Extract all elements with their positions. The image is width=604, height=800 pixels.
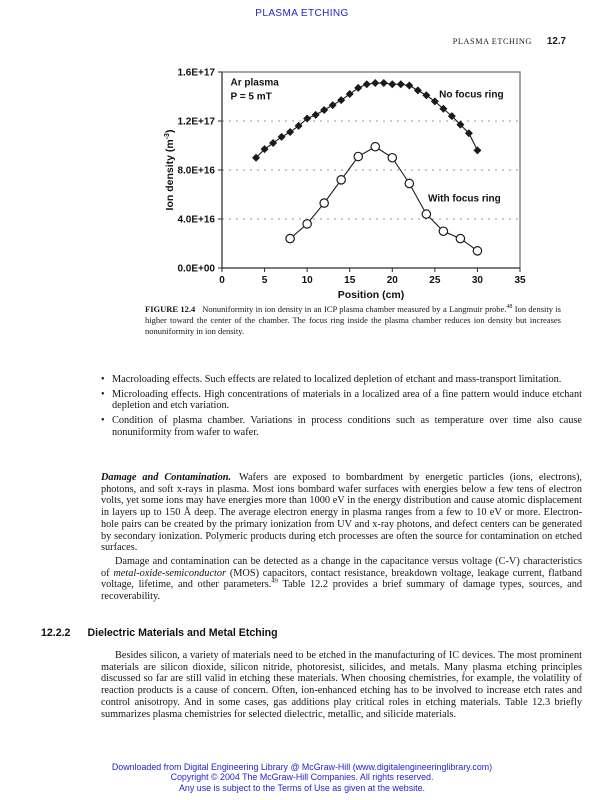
- svg-text:0.0E+00: 0.0E+00: [177, 264, 215, 275]
- section-title: Dielectric Materials and Metal Etching: [87, 627, 278, 639]
- svg-text:Position (cm): Position (cm): [338, 289, 405, 301]
- running-header-title: PLASMA ETCHING: [452, 37, 532, 46]
- list-item: • Macroloading effects. Such effects are…: [101, 374, 582, 386]
- list-item: • Microloading effects. High concentrati…: [101, 389, 582, 412]
- svg-text:With focus ring: With focus ring: [428, 194, 501, 205]
- svg-text:No focus ring: No focus ring: [439, 90, 503, 101]
- figure-caption: FIGURE 12.4 Nonuniformity in ion density …: [145, 304, 561, 338]
- bullet-list: • Macroloading effects. Such effects are…: [101, 374, 582, 442]
- paragraph-text: Damage and contamination can be detected…: [101, 556, 582, 579]
- footer-line-1: Downloaded from Digital Engineering Libr…: [111, 762, 493, 772]
- figure-caption-reference: 48: [506, 304, 513, 311]
- list-item: • Condition of plasma chamber. Variation…: [101, 415, 582, 438]
- figure-caption-label: FIGURE 12.4: [145, 304, 196, 314]
- svg-text:1.2E+17: 1.2E+17: [177, 117, 215, 128]
- bullet-text: Macroloading effects. Such effects are r…: [112, 374, 562, 385]
- svg-text:10: 10: [302, 275, 314, 286]
- svg-text:30: 30: [472, 275, 484, 286]
- svg-text:P = 5 mT: P = 5 mT: [231, 91, 272, 102]
- svg-text:15: 15: [344, 275, 356, 286]
- svg-text:1.6E+17: 1.6E+17: [177, 68, 215, 79]
- running-header: PLASMA ETCHING 12.7: [453, 36, 566, 47]
- paragraph-text: Table 12.2 provides a brief summary of d…: [101, 579, 582, 603]
- bullet-icon: •: [101, 374, 105, 385]
- ion-density-chart: 0 5 10 15 20 25 30 35 0.0E+00 4.0E+16 8.0E+16 1.2E+…: [164, 68, 526, 302]
- figure-caption-text-2: Ion density is higher toward the center …: [145, 304, 561, 337]
- reference-superscript: 49: [271, 577, 278, 585]
- bullet-text: Microloading effects. High concentration…: [112, 388, 582, 412]
- paragraph-text: (MOS) capacitors, contact resistance, br…: [101, 567, 583, 591]
- svg-text:35: 35: [514, 275, 526, 286]
- bullet-text: Condition of plasma chamber. Variations …: [112, 415, 582, 438]
- bullet-icon: •: [101, 388, 105, 400]
- page-top-title: PLASMA ETCHING: [255, 8, 349, 19]
- download-footer: Downloaded from Digital Engineering Libr…: [0, 762, 604, 793]
- footer-line-2: Copyright © 2004 The McGraw-Hill Compani…: [170, 772, 434, 783]
- runin-heading: Damage and Contamination.: [101, 472, 232, 483]
- bullet-icon: •: [101, 415, 105, 427]
- svg-text:Ar plasma: Ar plasma: [231, 77, 280, 88]
- svg-text:5: 5: [262, 275, 268, 286]
- section-number: 12.2.2: [41, 627, 71, 639]
- section-heading: 12.2.2 Dielectric Materials and Metal Etc…: [41, 627, 278, 639]
- svg-text:8.0E+16: 8.0E+16: [177, 166, 215, 177]
- figure-caption-text: Nonuniformity in ion density in an ICP p…: [202, 304, 507, 314]
- svg-text:25: 25: [429, 275, 441, 286]
- damage-body: Wafers are exposed to bombardment by ene…: [101, 472, 582, 554]
- italic-term: metal-oxide-semiconductor: [113, 567, 227, 579]
- damage-paragraph-2: Damage and contamination can be detected…: [101, 556, 582, 603]
- svg-text:0: 0: [219, 275, 225, 286]
- damage-paragraph: Damage and Contamination. Wafers are expo…: [101, 472, 582, 554]
- figure-chart: 0 5 10 15 20 25 30 35 0.0E+00 4.0E+16 8.0E+16 1.2E+…: [160, 62, 545, 302]
- page-number: 12.7: [546, 36, 566, 47]
- svg-text:4.0E+16: 4.0E+16: [177, 215, 215, 226]
- svg-text:Ion density (m-3): Ion density (m-3): [164, 130, 176, 211]
- svg-text:20: 20: [387, 275, 399, 286]
- section-body-paragraph: Besides silicon, a variety of materials …: [101, 650, 582, 720]
- footer-line-3: Any use is subject to the Terms of Use a…: [179, 782, 425, 793]
